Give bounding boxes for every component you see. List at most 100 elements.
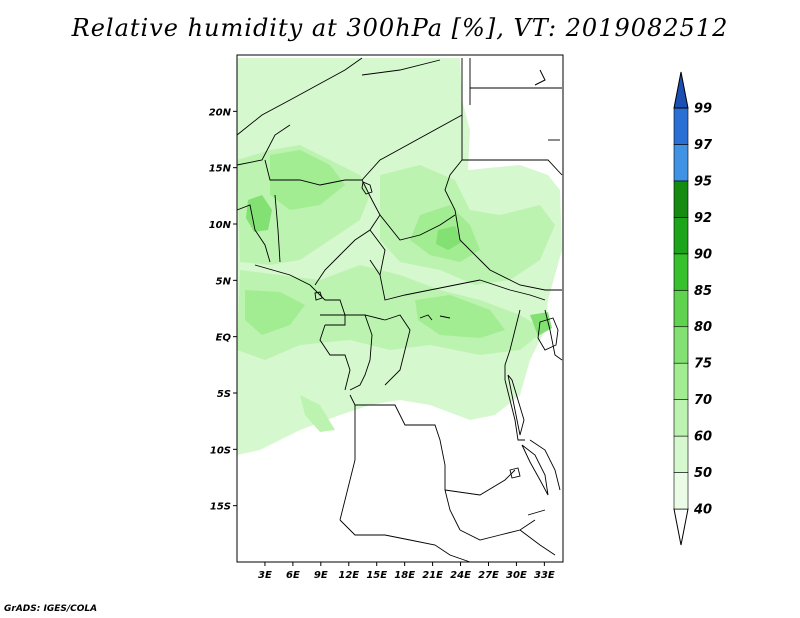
lat-tick-label: 10N	[209, 220, 232, 231]
colorbar-label: 50	[694, 466, 712, 481]
lat-tick-label: 15S	[210, 502, 231, 513]
border-line	[479, 279, 546, 301]
lake-outline	[509, 467, 521, 479]
humidity-field	[237, 58, 562, 455]
colorbar-label: 60	[694, 430, 712, 445]
border-line	[379, 214, 456, 241]
border-line	[314, 179, 381, 286]
humidity-region	[270, 150, 345, 210]
border-line	[349, 314, 373, 391]
lon-tick-label: 15E	[366, 570, 387, 581]
colorbar-label: 75	[694, 357, 712, 372]
colorbar-label: 92	[694, 211, 712, 226]
lake-outline	[537, 317, 559, 351]
colorbar-label: 40	[693, 503, 712, 518]
border-line	[319, 324, 351, 391]
lon-tick-label: 30E	[506, 570, 527, 581]
border-line	[369, 229, 481, 301]
longitude-axis: 3E 6E 9E 12E 15E 18E 21E 24E 27E 30E 33E	[258, 562, 555, 581]
humidity-region	[436, 226, 462, 250]
lake-outline	[314, 291, 323, 301]
border-line	[369, 259, 381, 276]
coastline-outline	[534, 69, 546, 86]
border-line	[236, 57, 363, 136]
lon-tick-label: 24E	[450, 570, 471, 581]
colorbar-label: 90	[694, 247, 712, 262]
colorbar-segment	[673, 180, 689, 218]
humidity-region	[390, 70, 455, 110]
colorbar-label: 80	[694, 320, 712, 335]
lon-tick-label: 33E	[534, 570, 555, 581]
border-line	[504, 379, 525, 441]
latitude-axis: 20N 15N 10N 5N EQ 5S 10S 15S	[209, 107, 237, 513]
grads-credit: GrADS: IGES/COLA	[4, 604, 98, 614]
colorbar-label: 97	[694, 138, 713, 153]
lon-tick-label: 12E	[338, 570, 359, 581]
colorbar-segment	[673, 362, 689, 400]
border-line	[236, 124, 291, 166]
lake-outline	[527, 509, 546, 516]
humidity-region	[245, 290, 305, 335]
colorbar-segment	[673, 144, 689, 182]
colorbar-segment	[673, 399, 689, 437]
colorbar-upper-arrow	[673, 71, 689, 109]
border-line	[339, 405, 356, 521]
border-line	[444, 469, 516, 496]
colorbar-label: 85	[694, 284, 712, 299]
lon-tick-label: 3E	[258, 570, 272, 581]
colorbar-segment	[673, 107, 689, 145]
border-line	[529, 439, 561, 491]
border-line	[254, 264, 386, 321]
border-line	[462, 159, 563, 176]
lake-outline	[521, 444, 549, 496]
colorbar-segment	[673, 289, 689, 328]
colorbar: 40 50 60 70 75 80 85 90 92 95 97 99	[673, 71, 713, 546]
humidity-region	[415, 295, 505, 338]
lon-tick-label: 21E	[422, 570, 443, 581]
lat-tick-label: 5S	[217, 389, 231, 400]
lat-tick-label: 15N	[209, 164, 232, 175]
colorbar-segment	[673, 217, 689, 255]
border-line	[459, 519, 536, 541]
colorbar-label: 95	[694, 174, 712, 189]
colorbar-label: 70	[694, 393, 712, 408]
border-line	[519, 529, 556, 556]
border-line	[361, 59, 441, 76]
lon-tick-label: 27E	[478, 570, 499, 581]
humidity-region	[530, 312, 552, 336]
border-line	[349, 394, 461, 531]
colorbar-segment	[673, 326, 689, 364]
border-line	[236, 204, 271, 263]
border-line	[264, 159, 362, 186]
colorbar-segment	[673, 253, 689, 291]
lat-tick-label: EQ	[216, 333, 232, 344]
border-line	[339, 519, 471, 563]
lat-tick-label: 20N	[209, 107, 232, 118]
border-line	[384, 314, 411, 386]
humidity-region	[246, 195, 272, 232]
colorbar-segment	[673, 435, 689, 473]
lake-outline	[507, 374, 525, 436]
lake-outline	[361, 181, 373, 195]
lat-tick-label: 10S	[210, 445, 231, 456]
lake-outline	[419, 314, 433, 321]
map-title: Relative humidity at 300hPa [%], VT: 201…	[71, 14, 729, 42]
lakes	[314, 181, 559, 516]
country-borders	[236, 57, 563, 563]
coastline	[534, 69, 546, 86]
border-line	[274, 194, 281, 263]
colorbar-lower-arrow	[673, 508, 689, 546]
map-frame	[236, 54, 564, 563]
lon-tick-label: 9E	[314, 570, 328, 581]
border-line	[361, 58, 463, 181]
lake-outline	[439, 315, 451, 319]
border-line	[320, 314, 346, 326]
humidity-region	[300, 395, 335, 432]
colorbar-label: 99	[694, 102, 712, 117]
lat-tick-label: 5N	[216, 276, 232, 287]
border-line	[504, 309, 521, 380]
lon-tick-label: 18E	[394, 570, 415, 581]
lon-tick-label: 6E	[286, 570, 300, 581]
colorbar-segment	[673, 472, 689, 510]
